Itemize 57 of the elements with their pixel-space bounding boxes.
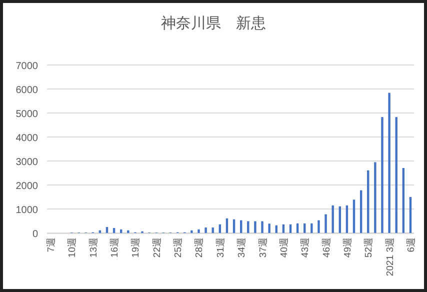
bar (190, 230, 193, 233)
bar (254, 221, 256, 233)
bar (212, 227, 214, 233)
bar (232, 219, 236, 233)
bar (402, 168, 405, 233)
bar (388, 92, 390, 233)
bar (360, 190, 362, 233)
x-tick-label: 49週 (342, 237, 354, 258)
x-tick-label: 19週 (130, 237, 142, 258)
chart-title: 神奈川県 新患 (161, 15, 266, 32)
y-tick-label: 4000 (16, 133, 38, 144)
bar (324, 214, 327, 233)
bar (352, 200, 356, 233)
bar (198, 229, 200, 233)
bar (395, 117, 398, 233)
x-tick-label: 10週 (67, 237, 78, 258)
bar (374, 162, 376, 233)
x-tick-label: 22週 (152, 237, 163, 258)
bar (318, 220, 320, 233)
bar (346, 205, 348, 233)
y-tick-label: 1000 (16, 205, 38, 216)
x-tick-label: 43週 (300, 237, 312, 258)
x-tick-label: 7週 (46, 237, 58, 252)
x-tick-label: 25週 (173, 237, 184, 258)
x-tick-label: 13週 (88, 237, 100, 258)
bar (226, 218, 228, 233)
bar (247, 221, 250, 233)
y-tick-label: 6000 (16, 85, 38, 96)
x-tick-label: 46週 (321, 237, 332, 258)
y-tick-label: 7000 (16, 61, 38, 72)
bar (268, 224, 270, 233)
y-tick-label: 3000 (16, 157, 38, 168)
x-tick-label: 31週 (215, 237, 226, 258)
bar (204, 227, 207, 233)
bar (332, 205, 334, 233)
x-tick-label: 28週 (194, 237, 206, 258)
x-tick-label: 37週 (258, 237, 269, 258)
bar (106, 227, 108, 233)
x-tick-label: 40週 (278, 237, 290, 258)
bar (261, 221, 264, 233)
bar (367, 170, 370, 233)
y-tick-label: 2000 (16, 181, 38, 192)
bar (310, 223, 313, 233)
bar (296, 223, 299, 233)
y-tick-label: 5000 (16, 109, 38, 120)
bar (127, 230, 130, 233)
bar (409, 197, 412, 233)
x-tick-label: 16週 (110, 237, 121, 258)
x-tick-label: 34週 (236, 237, 248, 258)
bar (338, 206, 341, 233)
x-tick-label: 2021 3週 (384, 237, 396, 276)
y-tick-label: 0 (32, 229, 38, 240)
bar (304, 223, 306, 233)
bar (112, 228, 116, 233)
bar (381, 117, 384, 233)
x-tick-label: 6週 (406, 237, 417, 252)
x-tick-label: 52週 (364, 237, 375, 258)
